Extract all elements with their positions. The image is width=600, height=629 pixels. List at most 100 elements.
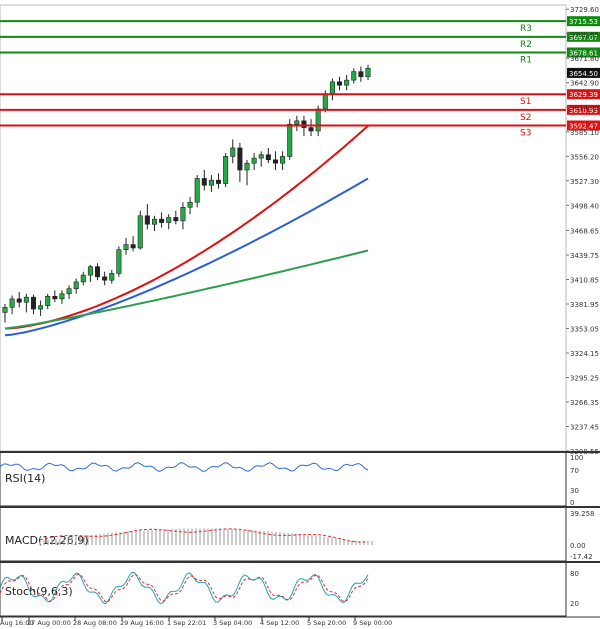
indicator-panel — [0, 451, 567, 507]
candle-body — [66, 288, 72, 295]
candle-body — [308, 127, 314, 132]
indicator-tick-label: 80 — [570, 570, 579, 578]
indicator-tick-label: 20 — [570, 600, 579, 608]
price-tick-label: 3498.40 — [570, 202, 599, 210]
candle-body — [137, 215, 143, 249]
moving-average-line — [4, 177, 369, 337]
indicator-tick-label: 70 — [570, 467, 579, 475]
price-tick-label: 3585.10 — [570, 129, 599, 137]
candle-body — [45, 296, 51, 306]
level-value-label: 3697.07 — [569, 34, 598, 42]
candle-body — [251, 157, 257, 164]
price-tick-label: 3729.60 — [570, 6, 599, 14]
level-value-label: 3610.93 — [569, 107, 598, 115]
candle-body — [73, 281, 79, 289]
candle-body — [109, 273, 115, 281]
level-value-label: 3715.53 — [569, 18, 598, 26]
candle-body — [351, 71, 357, 81]
time-tick-label: 3 Sep 04:00 — [213, 619, 252, 627]
candle-body — [173, 217, 179, 222]
candle-body — [201, 178, 207, 186]
indicator-tick-label: 0 — [570, 499, 574, 507]
time-tick-label: 27 Aug 00:00 — [27, 619, 71, 627]
candle-body — [294, 120, 300, 125]
price-tick-label: 3468.65 — [570, 227, 599, 235]
candle-body — [287, 123, 293, 157]
level-label-s1: S1 — [520, 97, 531, 107]
candle-body — [258, 154, 264, 159]
indicator-tick-label: 100 — [570, 454, 583, 462]
price-tick-label: 3295.25 — [570, 374, 599, 382]
candle-body — [194, 178, 200, 203]
level-value-box — [567, 120, 600, 131]
level-label-r3: R3 — [520, 24, 532, 34]
time-tick-label: 28 Aug 08:00 — [73, 619, 117, 627]
candle-body — [52, 296, 58, 300]
candle-body — [230, 147, 236, 157]
time-tick-label: 29 Aug 16:00 — [120, 619, 164, 627]
price-tick-label: 3671.80 — [570, 55, 599, 63]
price-tick-label: 3237.45 — [570, 423, 599, 431]
level-value-box — [567, 104, 600, 115]
candle-body — [337, 81, 343, 86]
rsi-line — [0, 462, 369, 473]
candle-body — [144, 215, 150, 225]
candle-body — [123, 244, 129, 250]
current-price-box — [567, 67, 600, 78]
time-tick-label: 1 Sep 22:01 — [167, 619, 206, 627]
level-label-r2: R2 — [520, 40, 532, 50]
candle-body — [2, 307, 8, 313]
level-value-box — [567, 89, 600, 100]
candle-body — [16, 298, 22, 303]
indicator-name: RSI(14) — [5, 472, 45, 485]
candle-body — [95, 266, 101, 278]
level-value-box — [567, 16, 600, 27]
candle-body — [322, 93, 328, 110]
candle-body — [208, 179, 214, 186]
candle-body — [265, 154, 271, 161]
candle-body — [9, 298, 15, 308]
price-tick-label: 3410.85 — [570, 276, 599, 284]
candle-body — [301, 120, 307, 128]
level-value-box — [567, 31, 600, 42]
candle-body — [38, 305, 44, 310]
indicator-panel — [0, 561, 567, 617]
candle-body — [272, 159, 278, 164]
candle-body — [329, 81, 335, 94]
candle-body — [87, 266, 93, 276]
candle-body — [151, 218, 157, 225]
candle-body — [159, 218, 165, 223]
support-resistance-lines: R3 3715.53 R2 3697.07 R1 3678.61 S1 3629.39 S2 36… — [0, 16, 600, 139]
candle-body — [187, 201, 193, 208]
price-tick-label: 3353.05 — [570, 325, 599, 333]
level-label-r1: R1 — [520, 55, 532, 65]
level-value-label: 3678.61 — [569, 49, 598, 57]
macd-signal-line — [39, 528, 369, 543]
indicator-name: Stoch(9,6,3) — [5, 585, 73, 598]
level-value-label: 3592.47 — [569, 123, 598, 131]
level-value-box — [567, 47, 600, 58]
price-tick-label: 3642.90 — [570, 80, 599, 88]
candle-body — [102, 276, 108, 281]
price-tick-label: 3556.20 — [570, 153, 599, 161]
moving-average-lines — [4, 125, 369, 337]
time-tick-label: Aug 16:00 — [0, 619, 34, 627]
level-value-label: 3629.39 — [569, 91, 598, 99]
candle-body — [166, 217, 172, 223]
level-label-s2: S2 — [520, 113, 531, 123]
candle-body — [180, 206, 186, 222]
indicator-tick-label: 0.00 — [570, 542, 586, 550]
indicator-panel — [0, 506, 567, 562]
indicator-tick-label: 30 — [570, 487, 579, 495]
candle-body — [216, 179, 222, 184]
moving-average-line — [4, 249, 369, 330]
candle-body — [344, 79, 350, 86]
price-tick-label: 3614.00 — [570, 104, 599, 112]
candle-body — [30, 296, 36, 310]
stoch-k-line — [0, 571, 369, 605]
time-tick-label: 9 Sep 00:00 — [353, 619, 392, 627]
candle-body — [130, 244, 136, 249]
indicator-tick-label: -17.42 — [570, 553, 593, 561]
